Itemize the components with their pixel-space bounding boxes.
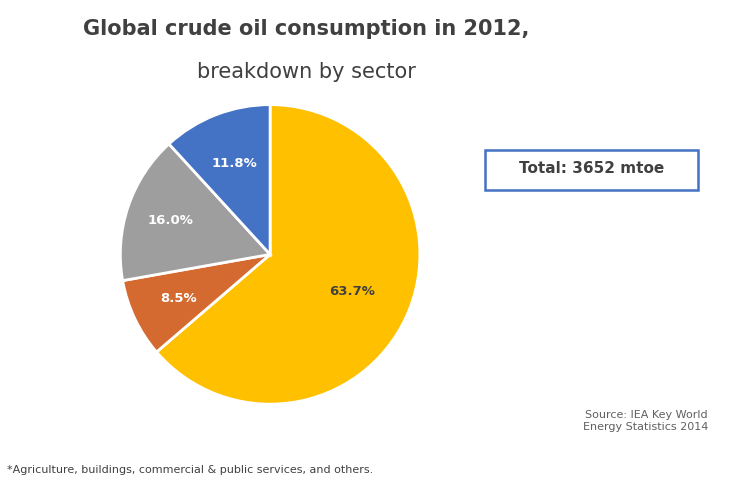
- Wedge shape: [123, 254, 270, 352]
- Wedge shape: [120, 144, 270, 281]
- Text: Source: IEA Key World
Energy Statistics 2014: Source: IEA Key World Energy Statistics …: [583, 410, 708, 432]
- Text: 16.0%: 16.0%: [148, 214, 193, 227]
- Text: breakdown by sector: breakdown by sector: [197, 62, 416, 83]
- Text: 8.5%: 8.5%: [160, 291, 196, 304]
- Text: Global crude oil consumption in 2012,: Global crude oil consumption in 2012,: [83, 19, 530, 39]
- Text: Total: 3652 mtoe: Total: 3652 mtoe: [519, 161, 664, 176]
- Text: 63.7%: 63.7%: [328, 286, 374, 299]
- Wedge shape: [169, 105, 270, 254]
- FancyBboxPatch shape: [485, 150, 698, 190]
- Text: 11.8%: 11.8%: [212, 157, 258, 170]
- Wedge shape: [156, 105, 420, 404]
- Text: *Agriculture, buildings, commercial & public services, and others.: *Agriculture, buildings, commercial & pu…: [7, 465, 374, 475]
